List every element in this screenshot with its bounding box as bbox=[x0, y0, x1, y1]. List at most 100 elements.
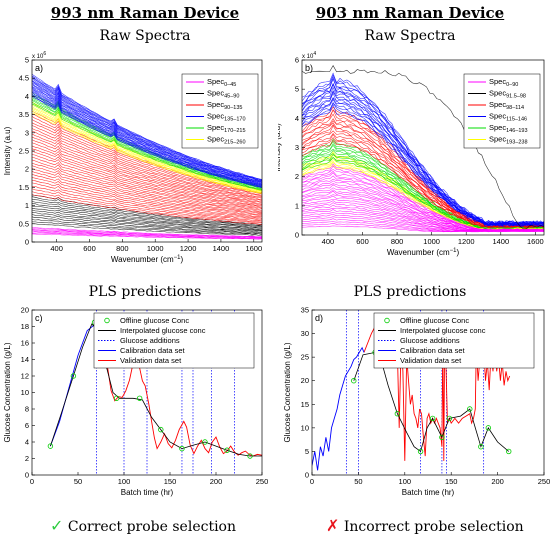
x-axis-label: Wavenumber (cm−1) bbox=[111, 255, 184, 264]
raw-spectra-chart-903: 400 600 800 1000 1200 1400 1600 0 1 2 3 4 5 6 b) Intens… bbox=[278, 51, 545, 257]
spectrum-line bbox=[32, 191, 262, 224]
spectrum-line bbox=[32, 133, 262, 203]
legend-entry: Spec0–90 bbox=[489, 77, 518, 88]
calibration-line bbox=[312, 346, 365, 471]
offline-point bbox=[136, 395, 143, 401]
legend-entry: Glucose additions bbox=[120, 336, 180, 345]
y-tick-label: 0.5 bbox=[19, 219, 29, 228]
check-icon: ✓ bbox=[50, 516, 64, 535]
legend-entry: Spec98–114 bbox=[489, 100, 524, 111]
spectrum-line bbox=[32, 186, 262, 222]
spectrum-line bbox=[32, 165, 262, 214]
left-footer-text: Correct probe selection bbox=[67, 519, 236, 535]
spectrum-line bbox=[32, 148, 262, 208]
offline-point bbox=[467, 406, 473, 412]
spectrum-line bbox=[32, 214, 262, 233]
y-axis-label: Intensity (a.u) bbox=[278, 123, 282, 172]
x-axis-label-text: Wavenumber (cm bbox=[111, 255, 174, 264]
spectrum-line bbox=[302, 170, 544, 230]
spectrum-line bbox=[302, 141, 544, 229]
legend-base: Spec bbox=[207, 123, 224, 132]
legend-entry: Interpolated glucose conc bbox=[400, 326, 486, 335]
x-tick-label: 150 bbox=[445, 477, 458, 486]
right-raw-spectra-title: Raw Spectra bbox=[364, 28, 456, 44]
legend-entry: Spec135–170 bbox=[207, 112, 246, 123]
spectra-group bbox=[32, 73, 262, 240]
spectrum-line bbox=[32, 90, 262, 186]
y-tick-label: 18 bbox=[21, 322, 29, 331]
spectrum-line bbox=[32, 76, 262, 181]
x-tick-label: 0 bbox=[30, 477, 34, 486]
y-tick-label: 30 bbox=[301, 329, 309, 338]
exponent-base: x 10 bbox=[32, 54, 44, 60]
spectrum-line bbox=[32, 91, 262, 187]
spectrum-line bbox=[32, 201, 262, 227]
x-tick-label: 400 bbox=[322, 237, 335, 246]
spectrum-line bbox=[32, 73, 262, 180]
spectrum-line bbox=[32, 208, 262, 230]
spectrum-line bbox=[32, 227, 262, 238]
legend-swatch bbox=[384, 317, 390, 324]
exponent-power: 4 bbox=[313, 51, 316, 57]
y-tick-label: 15 bbox=[301, 400, 309, 409]
legend-sub: 146–193 bbox=[506, 128, 527, 134]
legend-sub: 45–90 bbox=[224, 94, 239, 100]
panel-label: a) bbox=[35, 63, 43, 73]
legend-sub: 91.5–98 bbox=[506, 94, 526, 100]
spectrum-line bbox=[32, 100, 262, 190]
legend-sub: 215–260 bbox=[224, 140, 245, 146]
y-tick-label: 0 bbox=[295, 231, 299, 240]
legend-base: Spec bbox=[489, 100, 506, 109]
y-tick-label: 8 bbox=[25, 405, 29, 414]
left-pls-title: PLS predictions bbox=[88, 284, 202, 300]
left-device-title: 993 nm Raman Device bbox=[50, 4, 240, 22]
x-axis-label: Wavenumber (cm−1) bbox=[387, 248, 460, 257]
y-tick-label: 6 bbox=[295, 56, 299, 65]
spectrum-line bbox=[32, 145, 262, 207]
legend-entry: Spec193–238 bbox=[489, 135, 528, 146]
legend-sub: 170–215 bbox=[224, 128, 245, 134]
spectrum-line bbox=[32, 116, 262, 196]
x-tick-label: 0 bbox=[310, 477, 314, 486]
legend-sub: 115–146 bbox=[506, 117, 527, 123]
panel-label: c) bbox=[35, 313, 43, 323]
spectrum-line bbox=[32, 159, 262, 212]
spectra-series-4 bbox=[302, 72, 544, 227]
legend-entry: Spec0–45 bbox=[207, 77, 236, 88]
offline-point bbox=[446, 415, 453, 422]
spectrum-line bbox=[32, 219, 262, 234]
y-tick-label: 14 bbox=[21, 355, 29, 364]
pls-prediction-chart-993: 0 50 100 150 200 250 0 2 4 6 8 10 12 14 16 18 20 c) Glucos… bbox=[3, 306, 268, 498]
legend-box bbox=[93, 312, 255, 369]
x-axis-label-text: Batch time (hr) bbox=[402, 488, 455, 497]
spectrum-line bbox=[32, 80, 262, 183]
offline-point bbox=[351, 378, 357, 384]
legend-entry: Offline glucose Conc bbox=[400, 316, 469, 325]
plot-frame bbox=[311, 309, 545, 476]
spectrum-line bbox=[32, 209, 262, 231]
legend: Spec0–90Spec91.5–98Spec98–114Spec115–146… bbox=[463, 73, 541, 149]
spectrum-line bbox=[32, 89, 262, 185]
left-raw-spectra-title: Raw Spectra bbox=[99, 28, 191, 44]
spectrum-line bbox=[32, 92, 262, 187]
offline-point bbox=[394, 411, 401, 417]
legend: Spec0–45Spec45–90Spec90–135Spec135–170Sp… bbox=[181, 73, 259, 149]
exponent-base: x 10 bbox=[302, 54, 314, 60]
y-tick-label: 0 bbox=[305, 471, 309, 480]
x-tick-label: 100 bbox=[399, 477, 412, 486]
y-tick-label: 20 bbox=[21, 306, 29, 315]
right-device-title: 903 nm Raman Device bbox=[315, 4, 505, 22]
legend-entry: Spec146–193 bbox=[489, 123, 528, 134]
y-tick-label: 5 bbox=[295, 85, 299, 94]
spectra-series-0 bbox=[302, 163, 544, 233]
y-tick-label: 4 bbox=[295, 114, 299, 123]
y-tick-label: 0 bbox=[25, 238, 29, 247]
spectrum-line bbox=[302, 76, 544, 226]
spectrum-line bbox=[32, 154, 262, 210]
legend-entry: Spec90–135 bbox=[207, 100, 242, 111]
offline-point bbox=[224, 447, 230, 453]
offline-point bbox=[113, 395, 120, 401]
offline-point bbox=[179, 445, 185, 452]
legend-entry: Glucose additions bbox=[400, 336, 460, 345]
